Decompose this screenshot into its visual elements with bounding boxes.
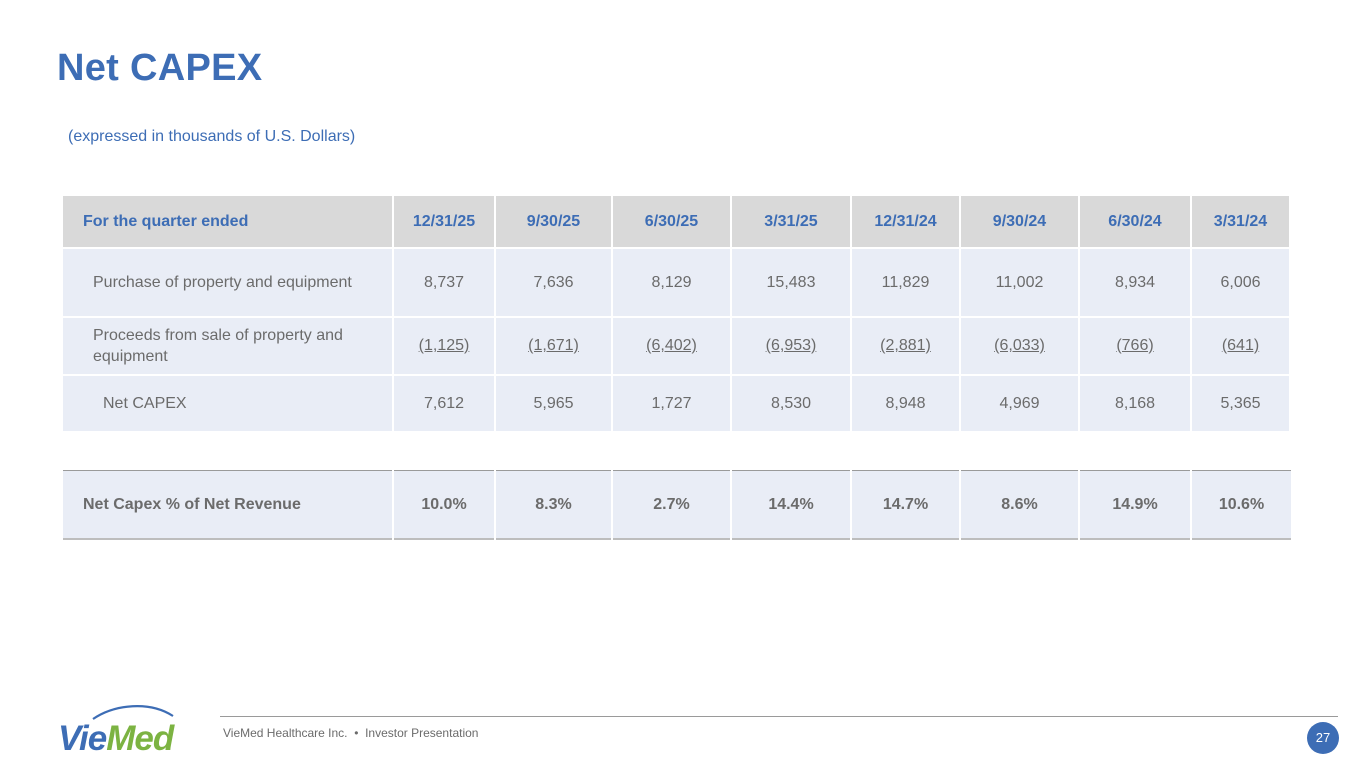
table-cell: (641) — [1191, 317, 1289, 376]
table-header-row: For the quarter ended 12/31/25 9/30/25 6… — [63, 196, 1289, 249]
table-row: Net Capex % of Net Revenue 10.0% 8.3% 2.… — [63, 470, 1291, 539]
table-cell: 8,948 — [851, 375, 961, 433]
table-cell: (6,402) — [612, 317, 732, 376]
table-cell: (1,671) — [495, 317, 613, 376]
table-cell: 5,965 — [495, 375, 613, 433]
table-cell: 14.7% — [851, 470, 961, 539]
period-header: 3/31/24 — [1191, 196, 1289, 249]
footer-caption: VieMed Healthcare Inc. • Investor Presen… — [223, 726, 478, 740]
table-cell: 4,969 — [960, 375, 1080, 433]
period-header: 6/30/25 — [612, 196, 732, 249]
table-cell: 8,168 — [1079, 375, 1192, 433]
net-capex-ratio-table: Net Capex % of Net Revenue 10.0% 8.3% 2.… — [63, 470, 1291, 540]
table-cell: 5,365 — [1191, 375, 1289, 433]
table-cell: (6,033) — [960, 317, 1080, 376]
table-cell: 11,829 — [851, 248, 961, 318]
header-label: For the quarter ended — [63, 196, 394, 249]
table-row: Net CAPEX 7,612 5,965 1,727 8,530 8,948 … — [63, 375, 1289, 433]
period-header: 12/31/24 — [851, 196, 961, 249]
table-cell: (6,953) — [731, 317, 852, 376]
table-cell: 7,612 — [393, 375, 496, 433]
cell-value: (766) — [1116, 337, 1154, 354]
table-cell: 2.7% — [612, 470, 732, 539]
cell-value: (6,953) — [765, 337, 817, 354]
logo-wordmark: VieMed — [58, 719, 175, 758]
table-row: Purchase of property and equipment 8,737… — [63, 248, 1289, 318]
table-cell: 8,530 — [731, 375, 852, 433]
table-cell: 10.6% — [1191, 470, 1291, 539]
footer-document: Investor Presentation — [365, 726, 479, 740]
table-cell: 8.3% — [495, 470, 613, 539]
table-row: Proceeds from sale of property and equip… — [63, 317, 1289, 376]
cell-value: (1,671) — [528, 337, 579, 354]
footer-company: VieMed Healthcare Inc. — [223, 726, 348, 740]
page-number-badge: 27 — [1307, 722, 1339, 754]
table-cell: 8,934 — [1079, 248, 1192, 318]
table-cell: 7,636 — [495, 248, 613, 318]
row-label: Net CAPEX — [63, 375, 394, 433]
period-header: 9/30/24 — [960, 196, 1080, 249]
page-title: Net CAPEX — [57, 47, 263, 89]
table-cell: 14.4% — [731, 470, 852, 539]
units-note: (expressed in thousands of U.S. Dollars) — [68, 128, 356, 145]
table-cell: 10.0% — [393, 470, 496, 539]
cell-value: (1,125) — [418, 337, 470, 354]
row-label: Purchase of property and equipment — [63, 248, 394, 318]
table-cell: (2,881) — [851, 317, 961, 376]
cell-value: (6,033) — [994, 337, 1045, 354]
table-cell: 14.9% — [1079, 470, 1192, 539]
period-header: 3/31/25 — [731, 196, 852, 249]
period-header: 12/31/25 — [393, 196, 496, 249]
table-cell: 11,002 — [960, 248, 1080, 318]
period-header: 6/30/24 — [1079, 196, 1192, 249]
cell-value: (2,881) — [880, 337, 931, 354]
period-header: 9/30/25 — [495, 196, 613, 249]
footer-separator: • — [354, 726, 359, 740]
viemed-logo: VieMed — [58, 705, 176, 758]
footer-divider — [220, 716, 1338, 717]
cell-value: (641) — [1221, 337, 1260, 354]
table-cell: 8,129 — [612, 248, 732, 318]
table-cell: (766) — [1079, 317, 1192, 376]
logo-swoosh — [92, 705, 174, 720]
table-cell: 6,006 — [1191, 248, 1289, 318]
capex-table: For the quarter ended 12/31/25 9/30/25 6… — [63, 196, 1289, 433]
table-cell: 15,483 — [731, 248, 852, 318]
row-label: Net Capex % of Net Revenue — [63, 470, 394, 539]
table-cell: 8.6% — [960, 470, 1080, 539]
cell-value: (6,402) — [646, 337, 697, 354]
table-cell: 8,737 — [393, 248, 496, 318]
table-cell: (1,125) — [393, 317, 496, 376]
table-cell: 1,727 — [612, 375, 732, 433]
row-label: Proceeds from sale of property and equip… — [63, 317, 394, 376]
